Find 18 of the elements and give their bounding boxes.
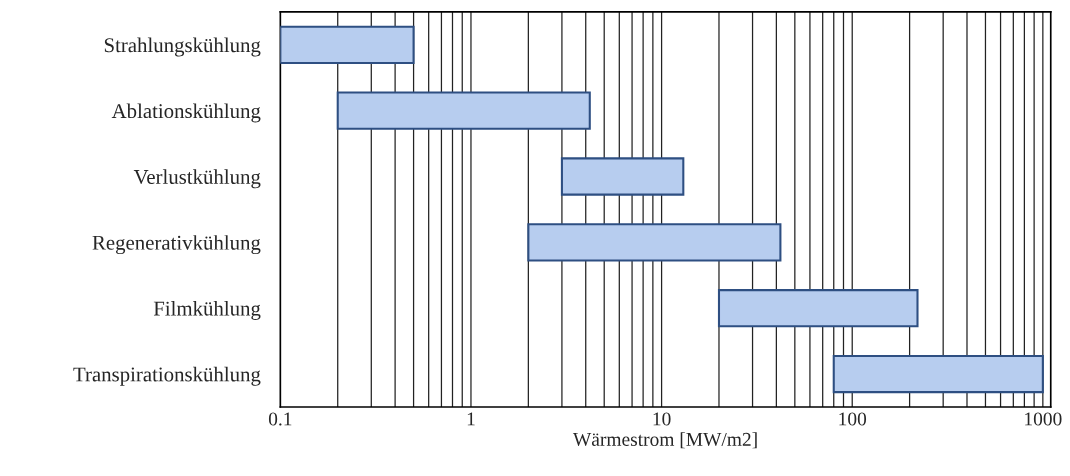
- x-tick-label: 0.1: [268, 412, 292, 426]
- x-axis-title: Wärmestrom [MW/m2]: [572, 432, 757, 449]
- bar: [336, 91, 591, 130]
- y-tick-label: Verlustkühlung: [133, 169, 261, 189]
- x-tick-label: 100: [839, 412, 867, 426]
- y-tick-label: Strahlungskühlung: [104, 37, 261, 57]
- y-tick-label: Regenerativkühlung: [92, 235, 261, 255]
- x-tick-label: 1: [467, 412, 475, 426]
- bar: [717, 289, 919, 328]
- x-tick-label: 1000: [1025, 412, 1062, 426]
- bar: [560, 157, 685, 196]
- y-tick-label: Ablationskühlung: [111, 103, 261, 123]
- y-tick-label: Filmkühlung: [153, 300, 261, 320]
- bar: [527, 223, 782, 262]
- bar: [832, 354, 1044, 394]
- y-tick-label: Transpirationskühlung: [73, 366, 261, 386]
- bar: [280, 25, 415, 64]
- x-tick-label: 10: [653, 412, 671, 426]
